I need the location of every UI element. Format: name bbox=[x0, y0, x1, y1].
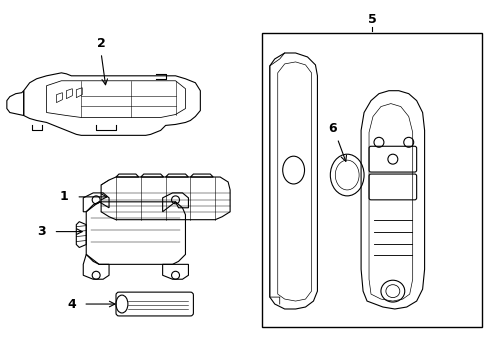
Text: 3: 3 bbox=[37, 225, 46, 238]
Bar bbox=[262, 33, 481, 327]
Text: 2: 2 bbox=[97, 37, 105, 50]
Text: 1: 1 bbox=[60, 190, 69, 203]
Text: 4: 4 bbox=[67, 297, 76, 311]
Text: 5: 5 bbox=[367, 13, 376, 26]
Text: 6: 6 bbox=[327, 122, 336, 135]
